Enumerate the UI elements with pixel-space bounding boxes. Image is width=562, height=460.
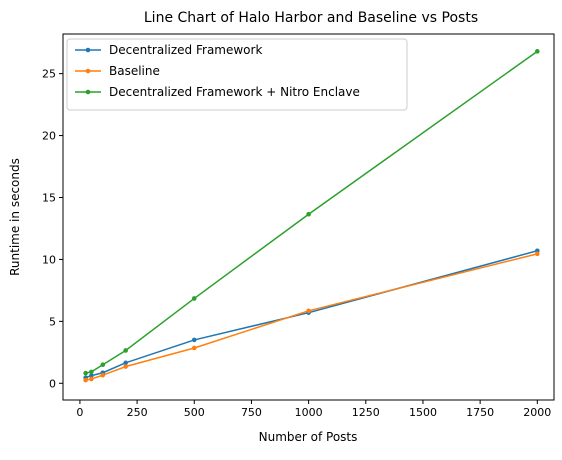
data-point <box>123 360 128 366</box>
x-tick-label: 2000 <box>523 406 551 419</box>
legend-label: Decentralized Framework + Nitro Enclave <box>109 85 360 99</box>
data-point <box>100 372 106 378</box>
data-point <box>191 345 197 351</box>
data-point <box>123 348 128 353</box>
x-tick-label: 500 <box>184 406 205 419</box>
data-point <box>191 337 197 343</box>
legend-swatch-marker <box>85 47 91 53</box>
x-tick-label: 750 <box>241 406 262 419</box>
y-tick-label: 25 <box>42 68 56 81</box>
x-tick-label: 250 <box>127 406 148 419</box>
data-point <box>83 377 88 383</box>
legend: Decentralized Framework Baseline Decentral… <box>66 38 408 111</box>
legend-box <box>66 38 408 111</box>
data-point <box>123 364 128 369</box>
data-point <box>306 308 311 314</box>
data-point <box>191 296 197 301</box>
data-point <box>89 373 94 378</box>
data-point <box>306 211 311 217</box>
x-axis-label: Number of Posts <box>259 430 358 444</box>
y-axis-label: Runtime in seconds <box>8 158 22 276</box>
y-tick-label: 5 <box>49 315 56 328</box>
plot-frame <box>62 33 555 401</box>
y-tick-label: 20 <box>42 130 56 143</box>
data-point <box>535 49 540 54</box>
data-point <box>89 369 94 375</box>
legend-label: Decentralized Framework <box>109 43 262 57</box>
legend-swatch-marker <box>85 89 91 95</box>
y-tick-label: 10 <box>42 253 56 266</box>
data-point <box>89 376 94 382</box>
x-tick-label: 1500 <box>409 406 437 419</box>
legend-label: Baseline <box>109 64 160 78</box>
chart-title: Line Chart of Halo Harbor and Baseline v… <box>144 10 478 26</box>
y-tick-label: 0 <box>49 377 56 390</box>
x-tick-label: 1750 <box>466 406 494 419</box>
data-point <box>100 362 106 368</box>
data-point <box>83 370 88 376</box>
x-tick-label: 1000 <box>295 406 323 419</box>
legend-swatch-marker <box>85 68 91 74</box>
y-tick-label: 15 <box>42 191 56 204</box>
x-tick-label: 0 <box>76 406 83 419</box>
x-tick-label: 1250 <box>352 406 380 419</box>
data-point <box>535 251 540 257</box>
